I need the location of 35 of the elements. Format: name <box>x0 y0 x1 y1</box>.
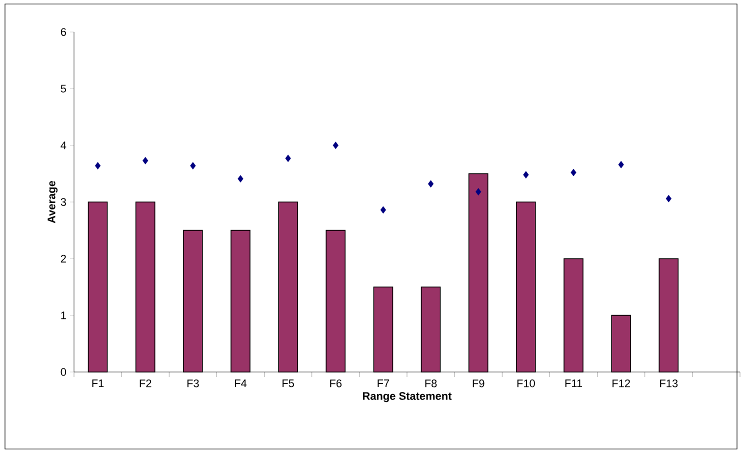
x-tick-label: F5 <box>282 380 294 388</box>
point <box>332 142 338 150</box>
x-tick-label: F7 <box>378 380 390 388</box>
y-tick-label: 1 <box>61 312 66 320</box>
y-tick-label: 0 <box>60 368 66 376</box>
point <box>666 194 672 202</box>
point <box>142 156 148 164</box>
x-tick-label: F4 <box>235 380 247 388</box>
x-tick-label: F13 <box>660 380 678 388</box>
point <box>570 168 576 176</box>
x-tick-label: F11 <box>565 380 582 388</box>
y-tick-label: 2 <box>60 254 66 262</box>
x-axis-title: Range Statement <box>362 392 452 402</box>
y-tick-label: 6 <box>60 28 66 36</box>
point <box>523 171 529 178</box>
y-tick-label: 3 <box>60 198 66 206</box>
x-tick-label: F8 <box>425 380 437 388</box>
point <box>380 206 386 214</box>
x-tick-label: F9 <box>472 380 484 388</box>
point <box>94 162 101 170</box>
x-tick-label: F10 <box>517 380 535 388</box>
y-tick-label: 5 <box>60 84 66 92</box>
point <box>428 180 434 188</box>
point <box>190 162 196 170</box>
point <box>618 160 624 168</box>
y-axis-title: Average <box>48 180 58 224</box>
x-tick-label: F1 <box>92 380 104 388</box>
x-tick-label: F3 <box>187 380 199 388</box>
point <box>476 188 482 196</box>
x-tick-label: F6 <box>330 380 342 388</box>
y-tick-label: 4 <box>60 142 66 150</box>
x-tick-label: F12 <box>612 380 630 388</box>
point <box>238 175 244 182</box>
point <box>285 154 291 162</box>
x-tick-label: F2 <box>140 380 152 388</box>
